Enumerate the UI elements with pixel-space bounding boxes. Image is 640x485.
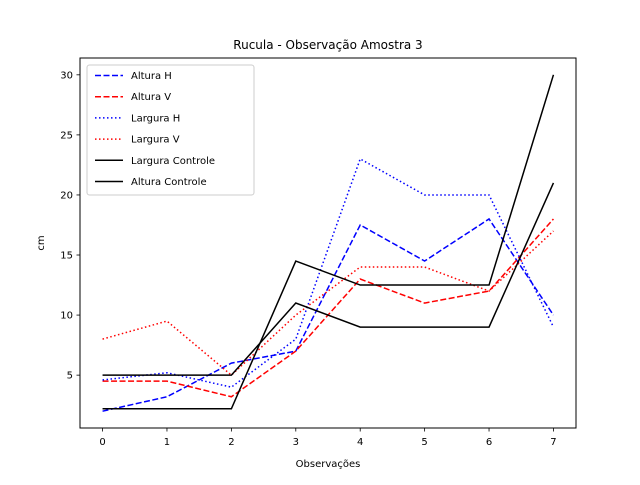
y-tick-label: 20 bbox=[60, 190, 73, 201]
legend-box bbox=[86, 64, 255, 196]
y-tick-label: 25 bbox=[60, 130, 73, 141]
x-axis: 0 1 2 3 4 5 6 7 bbox=[99, 428, 557, 448]
x-tick-label: 4 bbox=[357, 437, 363, 448]
legend-label: Altura V bbox=[131, 92, 171, 103]
y-tick-label: 5 bbox=[67, 371, 73, 382]
legend: Altura H Altura V Largura H Largura V Largur… bbox=[86, 64, 255, 196]
y-axis: 5 10 15 20 25 30 bbox=[60, 70, 80, 382]
series-line-6 bbox=[102, 182, 555, 376]
x-tick-label: 5 bbox=[421, 437, 427, 448]
series-line-1 bbox=[102, 217, 555, 412]
legend-label: Altura Controle bbox=[131, 177, 207, 188]
series-line-5 bbox=[102, 74, 555, 410]
legend-label: Largura V bbox=[131, 135, 180, 146]
x-tick-label: 2 bbox=[228, 437, 234, 448]
legend-label: Largura H bbox=[131, 113, 180, 124]
y-tick-label: 30 bbox=[60, 70, 73, 81]
x-tick-label: 1 bbox=[164, 437, 170, 448]
y-axis-label: cm bbox=[36, 235, 47, 250]
chart-title: Rucula - Observação Amostra 3 bbox=[233, 38, 422, 52]
series-line-4 bbox=[102, 230, 554, 377]
x-tick-label: 6 bbox=[486, 437, 492, 448]
legend-label: Altura H bbox=[131, 71, 172, 82]
x-axis-label: Observações bbox=[296, 459, 361, 470]
x-tick-label: 3 bbox=[293, 437, 299, 448]
series-layer bbox=[102, 74, 555, 412]
y-tick-label: 10 bbox=[60, 311, 73, 322]
legend-label: Largura Controle bbox=[131, 156, 215, 167]
x-tick-label: 0 bbox=[99, 437, 105, 448]
y-tick-label: 15 bbox=[60, 251, 73, 262]
x-tick-label: 7 bbox=[550, 437, 556, 448]
